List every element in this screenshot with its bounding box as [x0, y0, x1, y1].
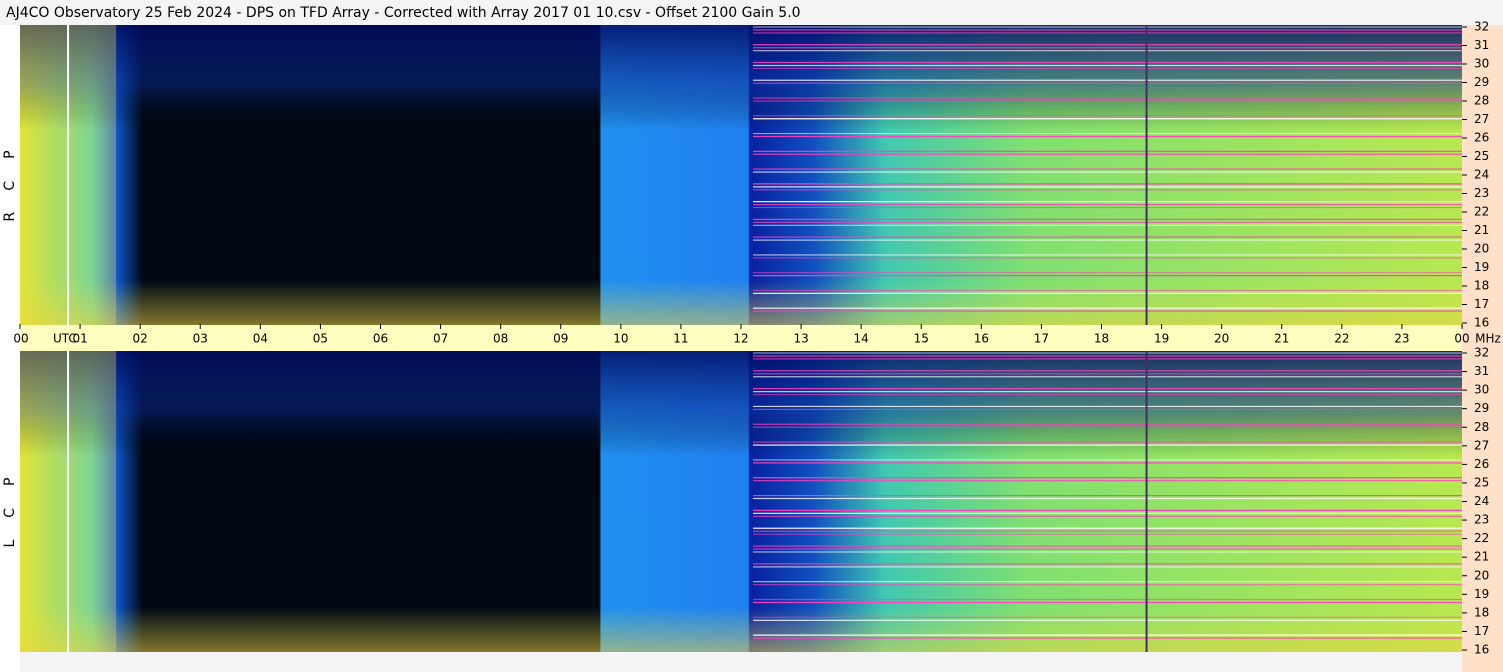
chart-title: AJ4CO Observatory 25 Feb 2024 - DPS on T…	[6, 5, 801, 21]
y-tick-label: 29	[1474, 401, 1489, 415]
y-tick-label: 28	[1474, 420, 1489, 434]
y-tick-label: 30	[1474, 383, 1489, 397]
x-tick-label: 20	[1214, 332, 1229, 346]
y-tick-label: 23	[1474, 186, 1489, 200]
spectrogram-shade	[20, 351, 1462, 652]
panel-label: RCP	[2, 128, 18, 221]
y-tick-label: 18	[1474, 279, 1489, 293]
y-tick-label: 22	[1474, 531, 1489, 545]
x-tick-label: 00	[13, 332, 28, 346]
panel-label-strip	[0, 25, 20, 672]
x-tick-label: 19	[1154, 332, 1169, 346]
y-tick-label: 20	[1474, 568, 1489, 582]
panel-label: LCP	[2, 455, 18, 547]
y-tick-label: 27	[1474, 112, 1489, 126]
x-tick-label: 01	[72, 332, 87, 346]
y-tick-label: 23	[1474, 513, 1489, 527]
y-tick-label: 29	[1474, 75, 1489, 89]
y-axis-strip	[1462, 25, 1503, 672]
y-tick-label: 18	[1474, 605, 1489, 619]
y-tick-label: 32	[1474, 20, 1489, 34]
y-tick-label: 16	[1474, 316, 1489, 330]
x-tick-label: 15	[914, 332, 929, 346]
y-tick-label: 26	[1474, 131, 1489, 145]
y-tick-label: 31	[1474, 364, 1489, 378]
x-axis-strip	[0, 324, 1462, 351]
x-tick-label: 12	[733, 332, 748, 346]
y-tick-label: 30	[1474, 57, 1489, 71]
y-tick-label: 32	[1474, 346, 1489, 360]
x-tick-label: 16	[974, 332, 989, 346]
x-tick-label: 07	[433, 332, 448, 346]
y-axis-label: MHz	[1475, 332, 1501, 346]
y-tick-label: 25	[1474, 149, 1489, 163]
x-tick-label: 21	[1274, 332, 1289, 346]
x-tick-label: 09	[553, 332, 568, 346]
x-tick-label: 23	[1394, 332, 1409, 346]
x-tick-label: 00	[1454, 332, 1469, 346]
x-tick-label: 17	[1034, 332, 1049, 346]
y-tick-label: 24	[1474, 494, 1489, 508]
x-tick-label: 11	[673, 332, 688, 346]
x-tick-label: 22	[1334, 332, 1349, 346]
x-tick-label: 14	[854, 332, 869, 346]
x-tick-label: 08	[493, 332, 508, 346]
spectrogram-shade	[20, 25, 1462, 325]
y-tick-label: 24	[1474, 168, 1489, 182]
y-tick-label: 19	[1474, 587, 1489, 601]
y-tick-label: 31	[1474, 38, 1489, 52]
x-tick-label: 10	[613, 332, 628, 346]
y-tick-label: 19	[1474, 260, 1489, 274]
y-tick-label: 21	[1474, 550, 1489, 564]
x-tick-label: 05	[313, 332, 328, 346]
x-axis-label: UTC	[53, 332, 77, 346]
y-tick-label: 28	[1474, 94, 1489, 108]
y-tick-label: 26	[1474, 457, 1489, 471]
x-tick-label: 04	[253, 332, 268, 346]
y-tick-label: 27	[1474, 438, 1489, 452]
x-tick-label: 06	[373, 332, 388, 346]
y-tick-label: 17	[1474, 297, 1489, 311]
x-tick-label: 13	[793, 332, 808, 346]
y-tick-label: 16	[1474, 643, 1489, 657]
y-tick-label: 22	[1474, 205, 1489, 219]
x-tick-label: 03	[193, 332, 208, 346]
y-tick-label: 25	[1474, 475, 1489, 489]
y-tick-label: 17	[1474, 624, 1489, 638]
y-tick-label: 21	[1474, 223, 1489, 237]
x-tick-label: 18	[1094, 332, 1109, 346]
y-tick-label: 20	[1474, 242, 1489, 256]
x-tick-label: 02	[133, 332, 148, 346]
